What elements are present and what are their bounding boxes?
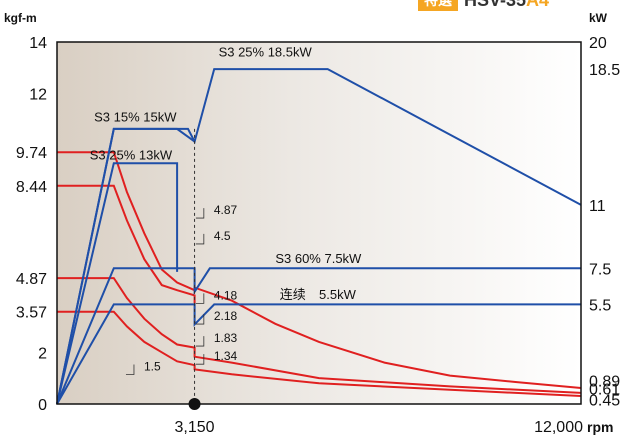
series-label-x: 连续 bbox=[280, 287, 306, 302]
right-tick-5-5: 5.5 bbox=[589, 297, 611, 314]
series-label-s3-15-15kw: S3 15% 15kW bbox=[94, 110, 177, 125]
power-curve-s3-25-13kw bbox=[56, 162, 179, 405]
left-tick-12: 12 bbox=[29, 87, 47, 104]
annotation-1-5: 1.5 bbox=[144, 360, 161, 374]
right-tick-7-5: 7.5 bbox=[589, 261, 611, 278]
annotation-2-18: 2.18 bbox=[214, 309, 238, 323]
x-axis-unit: rpm bbox=[587, 419, 613, 435]
right-tick-0-61: 0.61 bbox=[589, 382, 620, 399]
plot-frame bbox=[56, 41, 582, 405]
badge-model-suffix: A4 bbox=[526, 0, 549, 11]
power-curve-5-5kw bbox=[56, 303, 581, 405]
annotation-1-34: 1.34 bbox=[214, 349, 238, 363]
badge-tag: 特選 bbox=[418, 0, 458, 11]
left-axis-unit: kgf-m bbox=[4, 11, 37, 25]
annotation-leader-2-18 bbox=[195, 314, 205, 325]
badge-model: HSV-35 bbox=[464, 0, 526, 11]
right-tick-18-5: 18.5 bbox=[589, 62, 620, 79]
left-tick-8-44: 8.44 bbox=[16, 179, 47, 196]
torque-curve-4-87 bbox=[57, 277, 582, 394]
left-tick-14: 14 bbox=[29, 35, 47, 52]
series-label-5-5kw: 5.5kW bbox=[319, 287, 357, 302]
annotation-4-18: 4.18 bbox=[214, 288, 238, 302]
annotation-leader-4-5 bbox=[195, 233, 205, 245]
base-speed-marker bbox=[188, 398, 201, 410]
annotation-leader-1-5 bbox=[125, 364, 135, 375]
annotation-leader-1-83 bbox=[195, 336, 205, 347]
right-axis-unit: kW bbox=[589, 11, 608, 25]
annotation-1-83: 1.83 bbox=[214, 331, 238, 345]
annotation-leader-4-87 bbox=[195, 208, 205, 219]
left-tick-9-74: 9.74 bbox=[16, 145, 47, 162]
annotation-4-87: 4.87 bbox=[214, 203, 238, 217]
series-label-s3-25-18-5kw: S3 25% 18.5kW bbox=[219, 44, 313, 59]
right-tick-20: 20 bbox=[589, 35, 607, 52]
annotation-leader-1-34 bbox=[195, 354, 205, 365]
torque-curve-8-44 bbox=[57, 184, 196, 304]
left-tick-2: 2 bbox=[38, 345, 47, 362]
annotation-leader-4-18 bbox=[195, 293, 205, 304]
annotation-4-5: 4.5 bbox=[214, 229, 231, 243]
left-tick-3-57: 3.57 bbox=[16, 305, 47, 322]
power-curve-s3-15-15kw bbox=[56, 127, 196, 405]
series-label-s3-25-13kw: S3 25% 13kW bbox=[90, 148, 173, 163]
right-tick-0-89: 0.89 bbox=[589, 373, 620, 390]
right-tick-11: 11 bbox=[589, 198, 606, 215]
right-tick-0-45: 0.45 bbox=[589, 392, 620, 409]
plot-background bbox=[57, 42, 581, 404]
x-tick-12-000: 12,000 bbox=[534, 419, 583, 436]
left-tick-0: 0 bbox=[38, 397, 47, 414]
torque-curve-3-57 bbox=[57, 310, 582, 397]
model-badge: 特選 HSV-35 A4 bbox=[418, 0, 549, 12]
x-tick-3-150: 3,150 bbox=[175, 419, 215, 436]
series-label-s3-60-7-5kw: S3 60% 7.5kW bbox=[275, 251, 362, 266]
left-tick-4-87: 4.87 bbox=[16, 271, 47, 288]
